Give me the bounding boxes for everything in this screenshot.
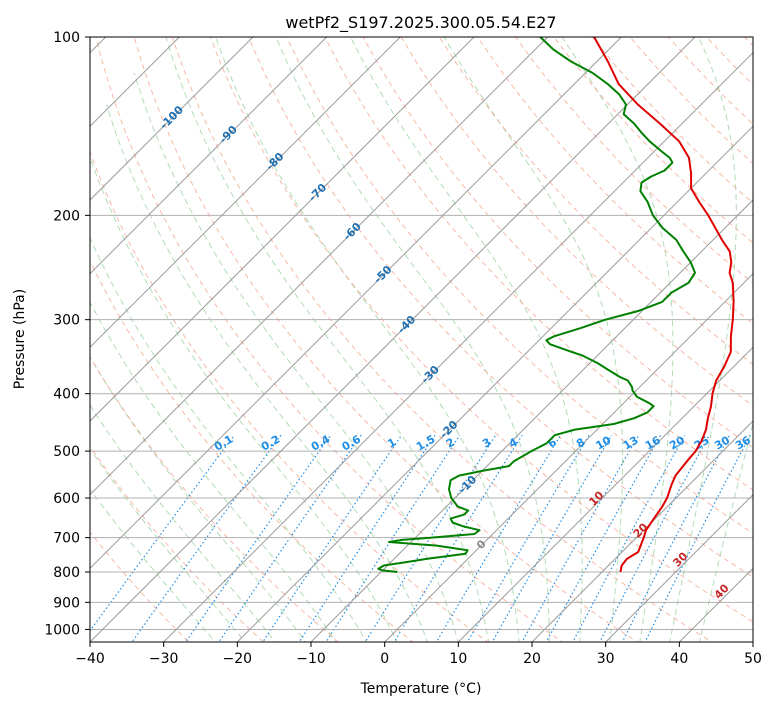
dry-adiabat-line [133, 37, 638, 642]
isotherm-line [531, 420, 753, 642]
mixing-ratio-line [325, 434, 461, 642]
sounding-traces [377, 37, 735, 573]
moist-adiabat-line [275, 37, 550, 642]
isotherm-line [90, 37, 696, 642]
moist-adiabat-line [90, 236, 367, 642]
mixing-ratio-line [90, 434, 235, 632]
y-tick-label: 1000 [44, 622, 80, 638]
mixing-ratio-lines [90, 434, 751, 642]
x-tick-label: 40 [670, 651, 688, 667]
mixing-ratio-line [545, 434, 662, 642]
mixing-ratio-line [599, 434, 710, 642]
isotherm-line [90, 37, 622, 570]
isotherm-line [310, 199, 753, 642]
dry-adiabat-line [756, 10, 775, 654]
moist-adiabat-line [443, 37, 623, 642]
y-tick-label: 500 [53, 444, 80, 460]
dry-adiabat-line [90, 150, 489, 642]
mixing-ratio-line [218, 434, 362, 642]
y-tick-label: 300 [53, 313, 80, 329]
moist-adiabat-line [699, 421, 753, 642]
isotherm-line [752, 641, 753, 642]
mixing-ratio-line [621, 434, 731, 642]
moist-adiabat-line [133, 72, 459, 642]
dewpoint-trace [377, 37, 696, 573]
chart-title: wetPf2_S197.2025.300.05.54.E27 [285, 13, 556, 33]
isotherm-line [236, 125, 753, 642]
y-tick-label: 100 [53, 30, 80, 46]
moist-adiabat-line [105, 104, 429, 642]
isotherm-line [384, 272, 753, 642]
mixing-ratio-line [435, 434, 562, 642]
mixing-ratio-line [393, 434, 523, 642]
y-tick-label: 200 [53, 208, 80, 224]
x-tick-label: −20 [223, 651, 253, 667]
isotherm-line [90, 37, 254, 201]
y-tick-label: 700 [53, 531, 80, 547]
moist-adiabat-line [90, 447, 246, 642]
y-axis-label: Pressure (hPa) [12, 289, 28, 389]
isotherm-line [90, 37, 328, 275]
x-tick-label: 10 [449, 651, 467, 667]
x-tick-label: −10 [296, 651, 326, 667]
dry-adiabat-line [90, 259, 414, 642]
dry-adiabat-line [286, 37, 753, 534]
x-tick-label: −30 [149, 651, 179, 667]
isotherm-line [605, 493, 753, 642]
x-tick-label: 20 [523, 651, 541, 667]
isotherm-line [457, 346, 753, 642]
y-axis: 100 200 300 400 500 600 700 800 900 1000 [44, 30, 90, 638]
x-tick-label: 0 [380, 651, 389, 667]
isotherms [90, 37, 753, 642]
moist-adiabat-line [561, 37, 674, 642]
moist-adiabat-line [90, 488, 216, 642]
dry-adiabat-line [90, 531, 190, 642]
dry-adiabat-line [591, 37, 753, 204]
isotherm-line [163, 51, 753, 642]
x-axis-label: Temperature (°C) [360, 681, 482, 697]
isotherm-line [90, 37, 549, 496]
moist-adiabat-line [90, 301, 337, 642]
moist-adiabat-line [90, 155, 398, 642]
plot-frame [89, 36, 754, 643]
mixing-ratio-line [644, 434, 751, 642]
y-tick-label: 800 [53, 565, 80, 581]
isotherm-line [90, 37, 475, 422]
mixing-ratio-line [131, 434, 282, 642]
x-tick-label: −40 [75, 651, 105, 667]
x-tick-label: 50 [744, 651, 762, 667]
x-axis: −40 −30 −20 −10 0 10 20 30 40 50 [75, 642, 762, 667]
dry-adiabat-line [515, 37, 753, 284]
plot-border [89, 36, 754, 643]
moist-adiabat-line [350, 37, 583, 642]
dry-adiabat-line [553, 37, 753, 244]
y-tick-label: 900 [53, 595, 80, 611]
y-tick-label: 400 [53, 387, 80, 403]
mixing-ratio-line [185, 434, 332, 642]
x-tick-label: 30 [597, 651, 615, 667]
dry-adiabat-line [248, 37, 753, 578]
dry-adiabat-line [171, 37, 713, 642]
mixing-ratio-line [521, 434, 640, 642]
isotherm-line [90, 37, 401, 349]
y-tick-label: 600 [53, 491, 80, 507]
mixing-ratio-line [572, 434, 686, 642]
temperature-trace [593, 37, 735, 573]
